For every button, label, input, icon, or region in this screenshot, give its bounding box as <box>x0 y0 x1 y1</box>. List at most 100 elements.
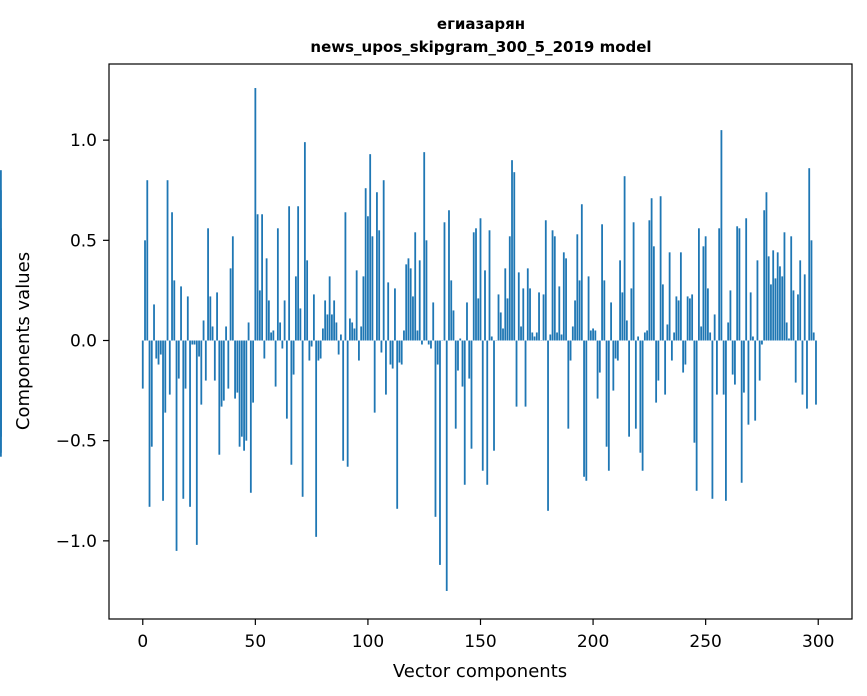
bar <box>684 340 687 365</box>
bar <box>315 340 318 537</box>
bar <box>639 340 642 453</box>
bar <box>666 324 669 341</box>
bar <box>596 340 599 399</box>
bar <box>261 214 263 341</box>
bar <box>297 206 300 341</box>
bar <box>184 340 187 389</box>
x-tick-label: 0 <box>137 632 148 652</box>
bar <box>562 252 565 341</box>
bar <box>625 320 628 341</box>
bar <box>412 296 414 341</box>
bar <box>700 326 703 341</box>
bar <box>565 258 567 341</box>
bar <box>364 188 367 341</box>
bar <box>234 340 236 399</box>
bar <box>376 192 378 341</box>
bar <box>454 340 457 429</box>
y-tick-label: −1.0 <box>56 532 97 552</box>
bar <box>252 340 254 403</box>
bar <box>711 340 714 499</box>
bar <box>236 340 239 393</box>
bar <box>747 340 750 425</box>
bar <box>189 340 191 507</box>
bar <box>623 176 626 341</box>
bar <box>290 340 293 465</box>
bar <box>398 340 401 363</box>
bar <box>481 340 484 471</box>
bar <box>276 228 279 341</box>
bar <box>657 340 660 381</box>
bar <box>245 340 248 441</box>
bar <box>614 340 617 359</box>
bar <box>691 294 694 341</box>
bar <box>628 340 630 437</box>
bar <box>421 340 423 345</box>
bar <box>294 276 297 341</box>
bar <box>752 336 754 341</box>
bar <box>331 314 333 341</box>
bar <box>153 304 155 341</box>
bar <box>164 340 167 413</box>
bar <box>175 340 178 551</box>
bar <box>267 300 270 341</box>
bar <box>423 152 426 341</box>
bar <box>378 230 381 341</box>
bar <box>466 302 468 341</box>
bar <box>382 180 385 341</box>
bar <box>556 332 558 341</box>
bar <box>544 220 547 341</box>
bar <box>612 340 615 391</box>
bar <box>497 294 500 341</box>
bar <box>790 236 793 341</box>
bar <box>688 298 691 341</box>
bar <box>283 300 286 341</box>
bar <box>204 340 207 381</box>
bar <box>722 340 725 395</box>
bar <box>367 216 369 341</box>
bar <box>434 340 437 517</box>
bar <box>486 340 489 485</box>
bar <box>632 222 635 341</box>
y-tick-label: 0.5 <box>70 231 97 251</box>
bar <box>776 252 779 341</box>
x-tick-label: 150 <box>464 632 496 652</box>
bar <box>324 300 327 341</box>
bar <box>551 230 554 341</box>
bar <box>743 340 745 393</box>
bar <box>765 192 768 341</box>
bar <box>180 286 182 341</box>
bar <box>373 340 376 413</box>
bar <box>571 326 574 341</box>
y-tick-label: 1.0 <box>70 131 97 151</box>
bar <box>641 340 644 471</box>
bar <box>643 332 646 341</box>
bar <box>144 240 146 341</box>
bar <box>432 302 435 341</box>
bar <box>240 340 243 437</box>
bar <box>621 292 624 341</box>
x-tick-label: 250 <box>689 632 721 652</box>
bar <box>285 340 288 419</box>
bar <box>270 332 273 341</box>
bar <box>202 320 205 341</box>
bar <box>670 340 673 361</box>
bar <box>213 340 216 381</box>
bar <box>265 258 268 341</box>
bar <box>686 296 689 341</box>
bar <box>673 332 676 341</box>
bar <box>299 308 302 341</box>
bar <box>815 340 817 405</box>
bar <box>758 340 761 381</box>
bar <box>166 180 169 341</box>
bar <box>783 232 786 341</box>
bar <box>443 222 446 341</box>
bar <box>211 326 214 341</box>
bar <box>729 290 732 341</box>
bar <box>810 240 813 341</box>
bar <box>576 234 579 341</box>
bar <box>173 280 176 341</box>
bar <box>155 340 158 359</box>
bar <box>439 340 441 565</box>
bar <box>461 340 464 387</box>
bar <box>709 332 712 341</box>
